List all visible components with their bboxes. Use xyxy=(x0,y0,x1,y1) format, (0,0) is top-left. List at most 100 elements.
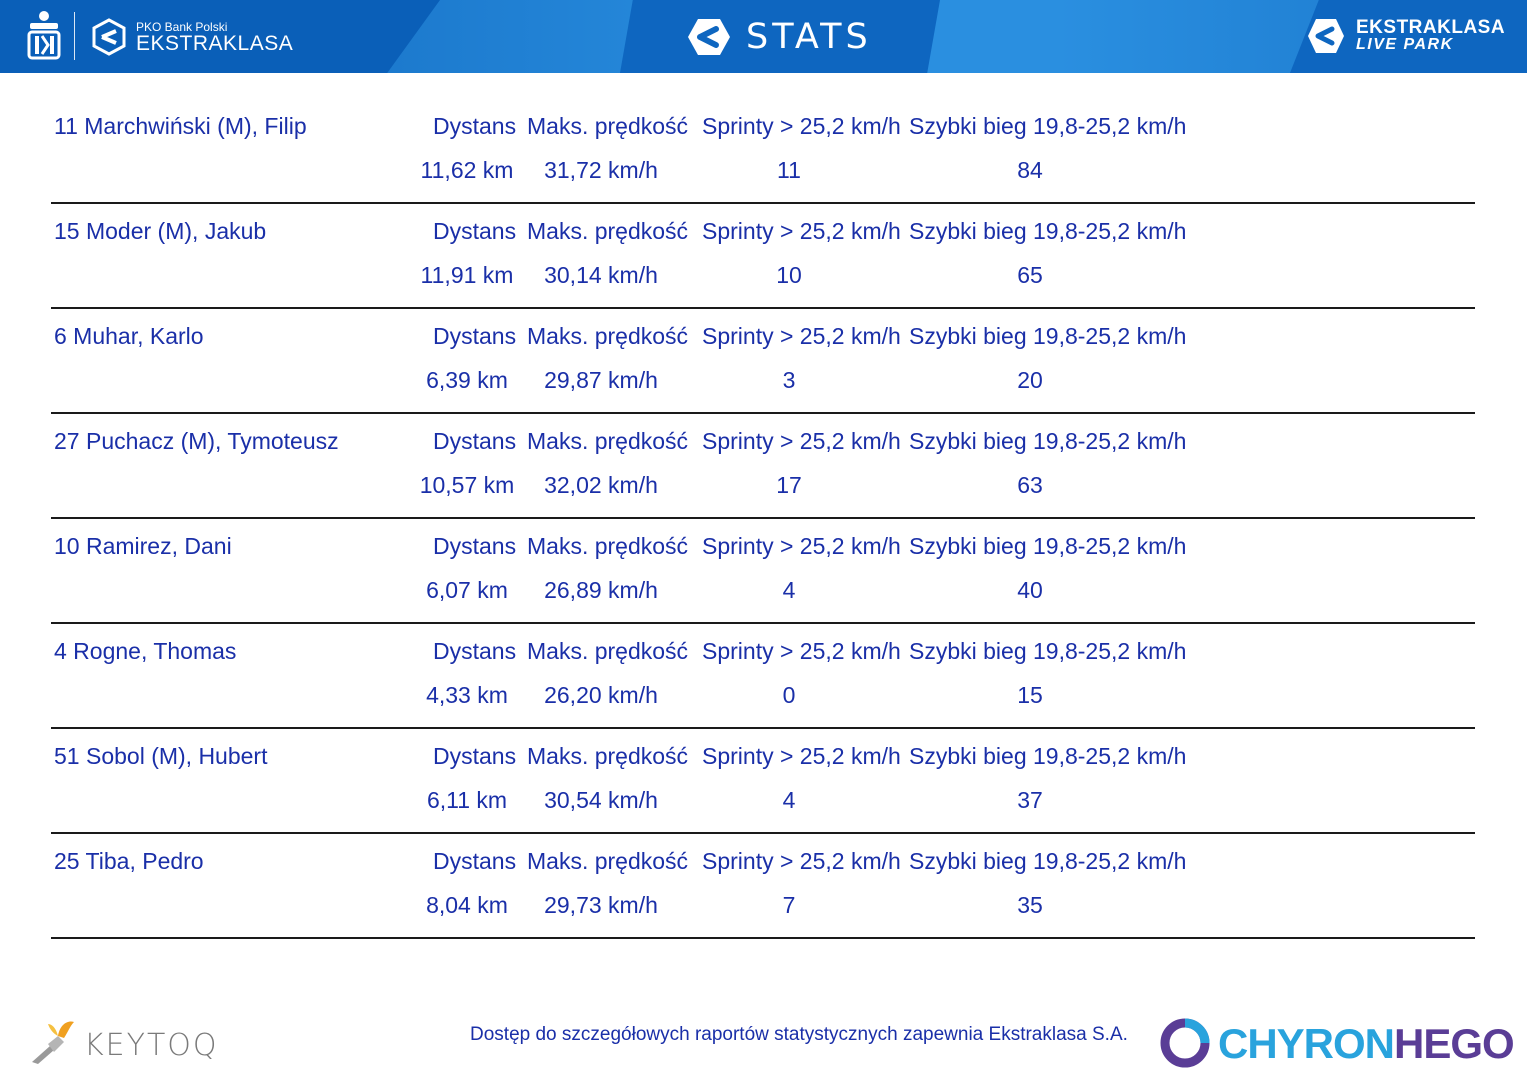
player-name: 15 Moder (M), Jakub xyxy=(54,218,267,244)
sprints-value: 17 xyxy=(776,472,802,498)
player-name: 51 Sobol (M), Hubert xyxy=(54,743,268,769)
max-speed-label: Maks. prędkość xyxy=(527,638,689,664)
player-name: 4 Rogne, Thomas xyxy=(54,638,237,664)
fast-run-value: 20 xyxy=(1017,367,1043,393)
sprints-label: Sprinty > 25,2 km/h xyxy=(702,638,901,664)
player-name: 6 Muhar, Karlo xyxy=(54,323,204,349)
list-item: 15 Moder (M), Jakub Dystans Maks. prędko… xyxy=(51,205,1475,309)
sprints-label: Sprinty > 25,2 km/h xyxy=(702,743,901,769)
fast-run-value: 40 xyxy=(1017,577,1043,603)
list-item: 27 Puchacz (M), Tymoteusz Dystans Maks. … xyxy=(51,415,1475,519)
keytoq-logo-icon xyxy=(32,1021,74,1064)
player-name: 11 Marchwiński (M), Filip xyxy=(54,113,307,139)
stats-logo-icon xyxy=(688,19,730,55)
header-bar: PKO Bank Polski EKSTRAKLASA STATS EKSTRA… xyxy=(0,0,1527,73)
header-band-left xyxy=(0,0,440,73)
fast-run-label: Szybki bieg 19,8-25,2 km/h xyxy=(909,113,1187,139)
max-speed-value: 31,72 km/h xyxy=(544,157,658,183)
fast-run-label: Szybki bieg 19,8-25,2 km/h xyxy=(909,323,1187,349)
chyronhego-logo-part1: CHYRON xyxy=(1218,1020,1395,1067)
sprints-value: 7 xyxy=(782,892,796,918)
brand-name: EKSTRAKLASA xyxy=(136,32,294,55)
list-item: 4 Rogne, Thomas Dystans Maks. prędkość S… xyxy=(51,625,1475,729)
sprints-value: 3 xyxy=(782,367,796,393)
fast-run-label: Szybki bieg 19,8-25,2 km/h xyxy=(909,848,1187,874)
keytoq-logo-text: KEYTOQ xyxy=(84,1028,219,1063)
chyronhego-logo-part2: HEGO xyxy=(1394,1020,1515,1067)
max-speed-label: Maks. prędkość xyxy=(527,428,689,454)
max-speed-label: Maks. prędkość xyxy=(527,218,689,244)
chyronhego-logo-text: CHYRONHEGO xyxy=(1218,1020,1515,1068)
sprints-label: Sprinty > 25,2 km/h xyxy=(702,218,901,244)
sprints-label: Sprinty > 25,2 km/h xyxy=(702,323,901,349)
sprints-label: Sprinty > 25,2 km/h xyxy=(702,113,901,139)
player-stats-list: 11 Marchwiński (M), Filip Dystans Maks. … xyxy=(51,100,1475,940)
max-speed-label: Maks. prędkość xyxy=(527,323,689,349)
pko-logo-icon xyxy=(27,11,61,60)
max-speed-label: Maks. prędkość xyxy=(527,533,689,559)
distance-label: Dystans xyxy=(433,743,517,769)
sprints-label: Sprinty > 25,2 km/h xyxy=(702,428,901,454)
distance-label: Dystans xyxy=(433,638,517,664)
max-speed-value: 29,73 km/h xyxy=(544,892,658,918)
fast-run-label: Szybki bieg 19,8-25,2 km/h xyxy=(909,428,1187,454)
chyronhego-logo-icon xyxy=(1160,1018,1210,1068)
page-title: STATS xyxy=(746,17,872,57)
fast-run-value: 35 xyxy=(1017,892,1043,918)
max-speed-value: 26,20 km/h xyxy=(544,682,658,708)
max-speed-value: 30,54 km/h xyxy=(544,787,658,813)
live-park-subtitle: LIVE PARK xyxy=(1356,36,1454,53)
list-item: 25 Tiba, Pedro Dystans Maks. prędkość Sp… xyxy=(51,835,1475,939)
distance-value: 6,07 km xyxy=(426,577,508,603)
sprints-label: Sprinty > 25,2 km/h xyxy=(702,533,901,559)
fast-run-value: 84 xyxy=(1017,157,1043,183)
fast-run-label: Szybki bieg 19,8-25,2 km/h xyxy=(909,638,1187,664)
fast-run-value: 15 xyxy=(1017,682,1043,708)
player-name: 10 Ramirez, Dani xyxy=(54,533,232,559)
fast-run-value: 37 xyxy=(1017,787,1043,813)
distance-value: 4,33 km xyxy=(426,682,508,708)
list-item: 11 Marchwiński (M), Filip Dystans Maks. … xyxy=(51,100,1475,204)
live-park-title: EKSTRAKLASA xyxy=(1356,17,1506,38)
list-item: 10 Ramirez, Dani Dystans Maks. prędkość … xyxy=(51,520,1475,624)
distance-value: 11,62 km xyxy=(420,157,514,183)
sprints-value: 4 xyxy=(782,787,796,813)
player-name: 27 Puchacz (M), Tymoteusz xyxy=(54,428,339,454)
max-speed-label: Maks. prędkość xyxy=(527,743,689,769)
sprints-value: 10 xyxy=(776,262,802,288)
fast-run-value: 63 xyxy=(1017,472,1043,498)
header-band-center xyxy=(620,0,940,73)
max-speed-value: 29,87 km/h xyxy=(544,367,658,393)
distance-label: Dystans xyxy=(433,113,517,139)
max-speed-value: 30,14 km/h xyxy=(544,262,658,288)
footer-note: Dostęp do szczegółowych raportów statyst… xyxy=(470,1024,1128,1045)
fast-run-label: Szybki bieg 19,8-25,2 km/h xyxy=(909,533,1187,559)
distance-value: 11,91 km xyxy=(420,262,514,288)
distance-label: Dystans xyxy=(433,533,517,559)
max-speed-value: 26,89 km/h xyxy=(544,577,658,603)
ekstraklasa-logo-icon xyxy=(92,18,126,56)
sprints-value: 11 xyxy=(777,157,801,183)
max-speed-value: 32,02 km/h xyxy=(544,472,658,498)
distance-label: Dystans xyxy=(433,848,517,874)
distance-value: 6,39 km xyxy=(426,367,508,393)
sprints-value: 0 xyxy=(782,682,796,708)
max-speed-label: Maks. prędkość xyxy=(527,113,689,139)
list-item: 51 Sobol (M), Hubert Dystans Maks. prędk… xyxy=(51,730,1475,834)
max-speed-label: Maks. prędkość xyxy=(527,848,689,874)
brand-subtitle: PKO Bank Polski xyxy=(136,20,228,34)
live-park-logo-icon xyxy=(1308,19,1344,53)
distance-value: 10,57 km xyxy=(419,472,515,498)
distance-value: 8,04 km xyxy=(426,892,508,918)
list-item: 6 Muhar, Karlo Dystans Maks. prędkość Sp… xyxy=(51,310,1475,414)
sprints-value: 4 xyxy=(782,577,796,603)
sprints-label: Sprinty > 25,2 km/h xyxy=(702,848,901,874)
distance-label: Dystans xyxy=(433,218,517,244)
distance-label: Dystans xyxy=(433,428,517,454)
fast-run-label: Szybki bieg 19,8-25,2 km/h xyxy=(909,218,1187,244)
player-name: 25 Tiba, Pedro xyxy=(54,848,204,874)
distance-value: 6,11 km xyxy=(426,787,508,813)
distance-label: Dystans xyxy=(433,323,517,349)
logo-divider xyxy=(74,12,75,60)
fast-run-label: Szybki bieg 19,8-25,2 km/h xyxy=(909,743,1187,769)
